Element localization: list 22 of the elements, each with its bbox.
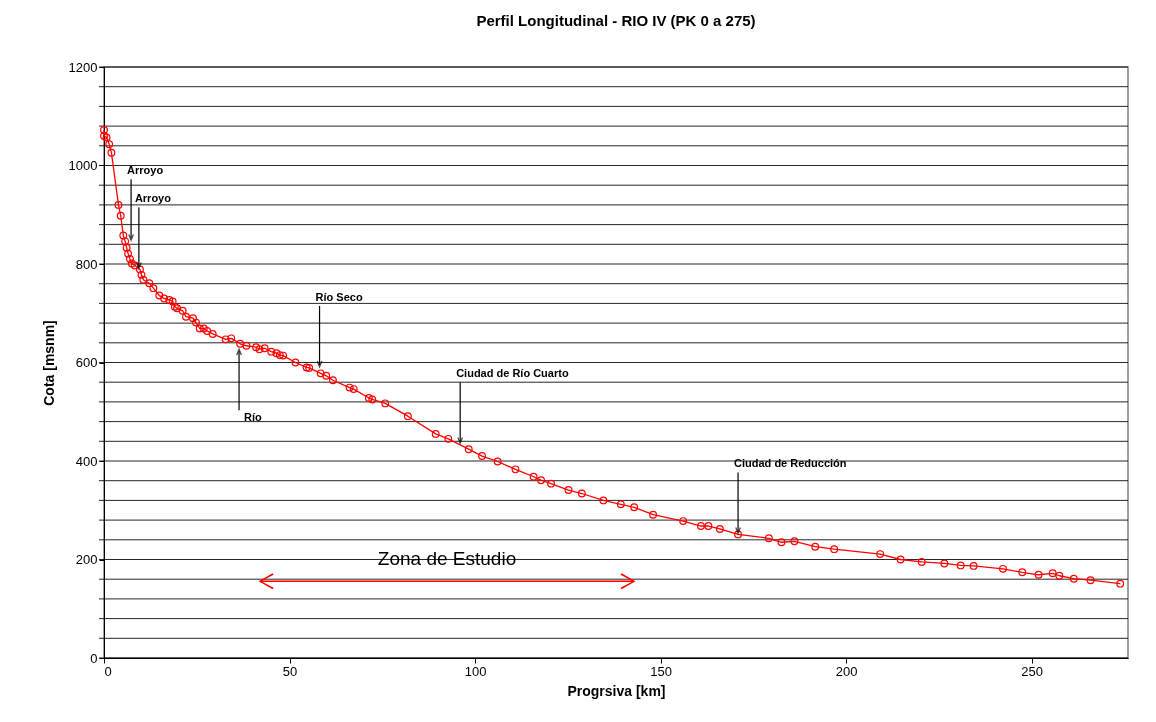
x-tick-label: 100: [464, 663, 487, 679]
annotation: Arroyo: [134, 192, 172, 205]
y-axis-title: Cota [msnm]: [40, 320, 57, 406]
annotation: Ciudad de Río Cuarto: [456, 367, 569, 380]
annotation: Ciudad de Reducción: [734, 457, 847, 470]
x-axis-title: Progrsiva [km]: [567, 682, 666, 699]
y-tick-label: 400: [75, 453, 98, 469]
y-tick-label: 800: [75, 256, 98, 272]
x-tick-label: 50: [282, 663, 298, 679]
annotation: Arroyo: [127, 164, 164, 177]
chart-title: Perfil Longitudinal - RIO IV (PK 0 a 275): [476, 12, 756, 29]
annotation: Río: [244, 411, 263, 424]
y-tick-label: 200: [75, 552, 98, 567]
x-tick-label: 200: [835, 663, 858, 679]
x-tick-label: 250: [1021, 663, 1043, 679]
y-tick-label: 0: [90, 650, 98, 666]
x-tick-label: 150: [650, 663, 672, 679]
y-tick-label: 1000: [68, 158, 98, 173]
y-tick-label: 1200: [68, 59, 98, 75]
annotation: Río Seco: [315, 290, 363, 303]
x-tick-label: 0: [104, 663, 112, 679]
y-tick-label: 600: [75, 355, 98, 370]
